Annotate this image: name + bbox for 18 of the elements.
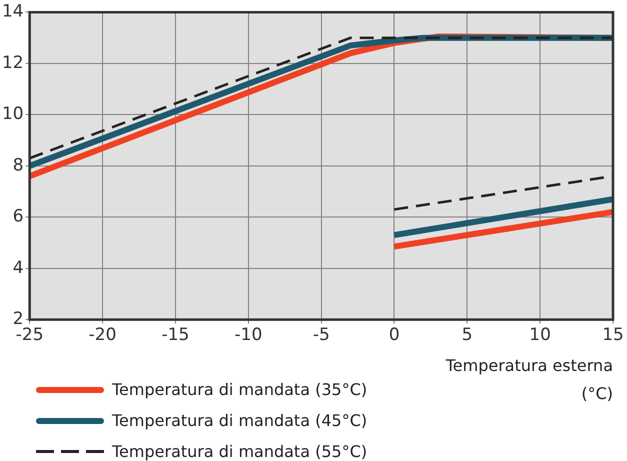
x-tick-label: -20 bbox=[88, 325, 116, 346]
x-tick-label: 15 bbox=[602, 325, 624, 346]
legend-label: Temperatura di mandata (55°C) bbox=[112, 442, 368, 461]
y-tick-label: 12 bbox=[2, 52, 24, 73]
x-tick-label: -15 bbox=[162, 325, 190, 346]
y-tick-label: 10 bbox=[2, 104, 24, 124]
x-axis-title: Temperatura esterna (°C) bbox=[444, 355, 613, 405]
x-tick-label: 5 bbox=[462, 325, 473, 346]
x-tick-label: 0 bbox=[388, 325, 400, 346]
y-tick-label: 4 bbox=[12, 258, 24, 278]
legend-label: Temperatura di mandata (45°C) bbox=[112, 411, 368, 430]
y-tick-label: 6 bbox=[12, 206, 24, 227]
x-tick-label: 10 bbox=[529, 325, 551, 346]
y-tick-label: 8 bbox=[12, 155, 24, 176]
legend-label: Temperatura di mandata (35°C) bbox=[112, 380, 368, 399]
x-tick-label: -5 bbox=[312, 325, 330, 346]
x-tick-label: -10 bbox=[234, 325, 262, 346]
y-tick-label: 14 bbox=[2, 2, 24, 22]
